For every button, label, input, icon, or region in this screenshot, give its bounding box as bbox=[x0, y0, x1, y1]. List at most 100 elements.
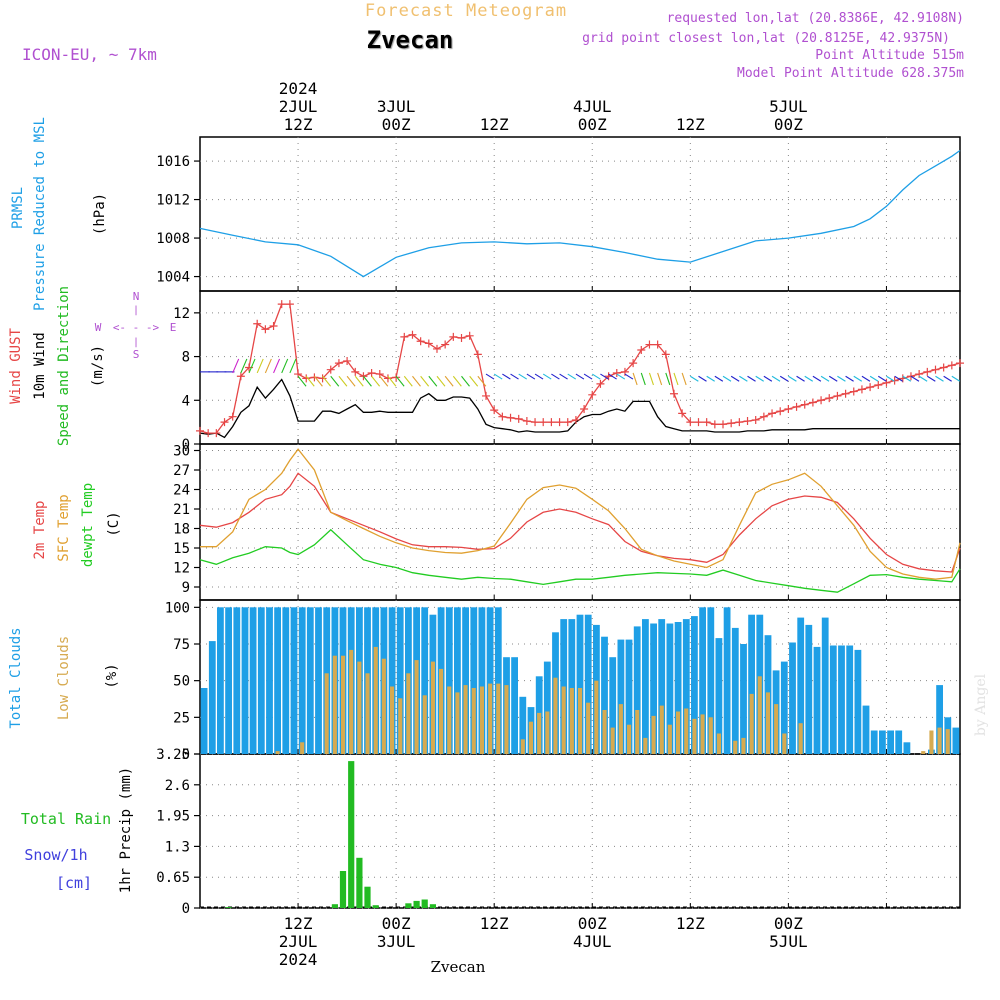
wind-gust-marker bbox=[539, 418, 548, 427]
wind-gust-marker bbox=[367, 368, 376, 377]
wind-gust-marker bbox=[751, 415, 760, 424]
wind-direction-arrow bbox=[256, 358, 264, 374]
wind-gust-marker bbox=[449, 332, 458, 341]
wind-gust-marker bbox=[482, 391, 491, 400]
temp-unit-label: (C) bbox=[106, 511, 122, 536]
wind-gust-marker bbox=[678, 409, 687, 418]
low-cloud-bar bbox=[365, 673, 370, 754]
rain-bar bbox=[364, 886, 371, 908]
panel-frame-pressure bbox=[199, 136, 961, 292]
wind-direction-arrow bbox=[894, 375, 903, 382]
wind-direction-arrow bbox=[673, 372, 679, 386]
total-cloud-bar bbox=[633, 626, 641, 754]
wind-gust-marker bbox=[653, 340, 662, 349]
total-cloud-bar bbox=[519, 696, 527, 754]
wind-direction-arrow bbox=[853, 375, 863, 382]
wind-direction-arrow bbox=[648, 372, 654, 386]
low-cloud-bar bbox=[749, 693, 754, 754]
ytick-label-temperature: 24 bbox=[173, 483, 190, 499]
temp-sfc-label: SFC Temp bbox=[56, 494, 72, 561]
wind-direction-arrow bbox=[845, 375, 854, 382]
wind-speed-line bbox=[199, 378, 960, 439]
bottom-time-label: 12Z bbox=[480, 914, 509, 933]
wind-direction-label: Speed and Direction bbox=[56, 286, 72, 446]
wind-direction-arrow bbox=[877, 375, 887, 382]
wind-gust-marker bbox=[555, 418, 564, 427]
wind-gust-marker bbox=[727, 419, 736, 428]
total-cloud-bar bbox=[470, 607, 478, 754]
total-cloud-bar bbox=[674, 622, 682, 754]
wind-direction-arrow bbox=[313, 375, 323, 387]
low-cloud-bar bbox=[332, 655, 337, 754]
low-cloud-bar bbox=[627, 724, 632, 754]
panel-frame-temperature bbox=[199, 443, 961, 601]
wind-direction-arrow bbox=[305, 375, 315, 387]
total-cloud-bar bbox=[682, 619, 690, 754]
compass-west: W bbox=[95, 321, 102, 334]
ytick-label-wind: 12 bbox=[173, 306, 190, 322]
total-cloud-bar bbox=[266, 607, 273, 754]
wind-gust-marker bbox=[302, 374, 311, 383]
compass-north: N bbox=[133, 290, 140, 303]
wind-gust-marker bbox=[465, 331, 474, 340]
total-cloud-bar bbox=[903, 742, 911, 754]
low-cloud-bar bbox=[561, 686, 566, 754]
low-cloud-bar bbox=[275, 751, 280, 754]
low-cloud-bar bbox=[341, 655, 346, 754]
ytick-label-temperature: 12 bbox=[173, 561, 190, 577]
low-cloud-bar bbox=[602, 710, 607, 754]
wind-direction-arrow bbox=[518, 373, 528, 380]
wind-direction-arrow bbox=[542, 373, 552, 380]
wind-10m-label: 10m Wind bbox=[32, 332, 48, 399]
wind-gust-label: Wind GUST bbox=[8, 328, 24, 404]
wind-direction-arrow bbox=[502, 373, 511, 380]
low-cloud-bar bbox=[921, 751, 926, 754]
total-cloud-bar bbox=[225, 607, 232, 754]
wind-gust-marker bbox=[759, 412, 768, 421]
total-cloud-bar bbox=[478, 607, 486, 754]
ytick-label-temperature: 30 bbox=[173, 444, 190, 460]
wind-direction-arrow bbox=[755, 375, 764, 382]
total-cloud-bar bbox=[813, 646, 821, 754]
wind-gust-marker bbox=[269, 321, 278, 330]
bottom-time-label: 12Z bbox=[676, 914, 705, 933]
wind-direction-arrow bbox=[608, 373, 617, 380]
header-grid: grid point closest lon,lat (20.8125E, 42… bbox=[582, 31, 950, 46]
ytick-label-clouds: 50 bbox=[173, 674, 190, 690]
bottom-time-label: 00Z bbox=[578, 914, 607, 933]
wind-direction-arrow bbox=[918, 375, 928, 382]
low-cloud-bar bbox=[324, 673, 329, 754]
bottom-time-label: 2JUL bbox=[279, 932, 318, 951]
wind-gust-marker bbox=[204, 429, 213, 438]
total-cloud-bar bbox=[666, 623, 674, 754]
ytick-label-precip: 1.3 bbox=[165, 839, 190, 855]
low-cloud-bar bbox=[618, 704, 623, 754]
clouds-low-label: Low Clouds bbox=[56, 636, 72, 720]
wind-gust-marker bbox=[735, 418, 744, 427]
temp-series-line-1 bbox=[200, 448, 961, 580]
top-time-label: 00Z bbox=[578, 115, 607, 134]
compass-vbar-top: | bbox=[133, 305, 139, 316]
clouds-unit-label: (%) bbox=[104, 663, 120, 688]
low-cloud-bar bbox=[471, 688, 476, 754]
total-cloud-bar bbox=[887, 730, 894, 754]
ytick-label-temperature: 18 bbox=[173, 522, 190, 538]
wind-direction-arrow bbox=[485, 373, 495, 380]
low-cloud-bar bbox=[553, 677, 558, 754]
wind-direction-arrow bbox=[820, 375, 830, 382]
total-cloud-bar bbox=[854, 649, 862, 754]
ytick-label-pressure: 1012 bbox=[156, 193, 190, 209]
low-cloud-bar bbox=[455, 692, 460, 754]
wind-unit-label: (m/s) bbox=[90, 345, 106, 387]
total-cloud-bar bbox=[625, 639, 633, 754]
wind-direction-arrow bbox=[232, 358, 240, 374]
wind-direction-arrow bbox=[436, 375, 446, 387]
wind-gust-marker bbox=[196, 426, 204, 435]
low-cloud-bar bbox=[390, 686, 395, 754]
wind-gust-marker bbox=[416, 337, 425, 346]
wind-gust-marker bbox=[841, 389, 850, 398]
wind-direction-arrow bbox=[289, 358, 297, 374]
wind-direction-arrow bbox=[788, 375, 797, 382]
total-cloud-bar bbox=[740, 644, 747, 754]
